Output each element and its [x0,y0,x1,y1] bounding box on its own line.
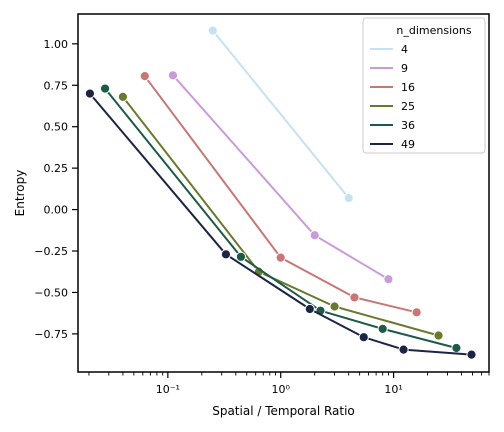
data-point-9 [383,274,394,285]
data-point-16 [139,71,150,82]
data-point-49 [84,88,96,99]
y-axis: 1.00 0.75 0.50 0.25 0.00 −0.25 −0.50 −0.75 [34,38,78,341]
y-tick-label: −0.25 [34,245,68,258]
data-point-36 [235,251,247,262]
data-point-25 [433,330,444,341]
data-point-36 [451,342,462,354]
legend-label-9: 9 [401,62,408,75]
y-tick-label: 1.00 [44,38,69,51]
data-point-16 [275,252,286,263]
legend-box [362,17,486,154]
data-point-25 [329,301,340,312]
x-tick-label: 10⁰ [272,383,291,396]
series-line-9 [172,74,389,281]
legend-label-4: 4 [401,43,408,56]
data-point-4 [343,192,354,204]
series-line-25 [122,96,439,337]
data-point-49 [304,303,315,315]
legend-label-36: 36 [401,119,415,132]
data-point-36 [99,83,111,94]
data-point-49 [398,344,409,355]
series-line-16 [143,75,417,314]
axes-frame [77,13,490,373]
legend-label-49: 49 [401,138,415,151]
y-tick-label: 0.25 [44,162,69,175]
data-point-16 [411,307,422,318]
legend-title: n_dimensions [396,24,471,37]
data-point-49 [466,349,477,360]
plot-area [84,25,477,360]
y-tick-label: −0.75 [34,328,68,341]
x-tick-label: 10¹ [384,383,402,396]
x-axis-label: Spatial / Temporal Ratio [212,404,355,418]
data-point-49 [220,249,232,260]
data-point-25 [117,91,129,102]
series-line-4 [212,29,350,199]
x-tick-label: 10⁻¹ [156,383,180,396]
legend-label-25: 25 [401,100,415,113]
series-line-49 [89,92,472,356]
y-tick-label: 0.50 [44,121,69,134]
data-point-49 [358,332,369,343]
data-point-36 [377,323,388,335]
data-point-9 [309,230,320,241]
x-axis: 10⁻¹ 10⁰ 10¹ [88,372,490,396]
y-tick-label: 0.75 [44,79,69,92]
legend-label-16: 16 [401,81,415,94]
data-point-9 [167,70,179,81]
y-tick-label: 0.00 [44,204,69,217]
data-point-4 [207,25,218,36]
y-axis-label: Entropy [13,170,27,217]
data-point-16 [349,292,360,303]
y-tick-label: −0.50 [34,286,68,299]
